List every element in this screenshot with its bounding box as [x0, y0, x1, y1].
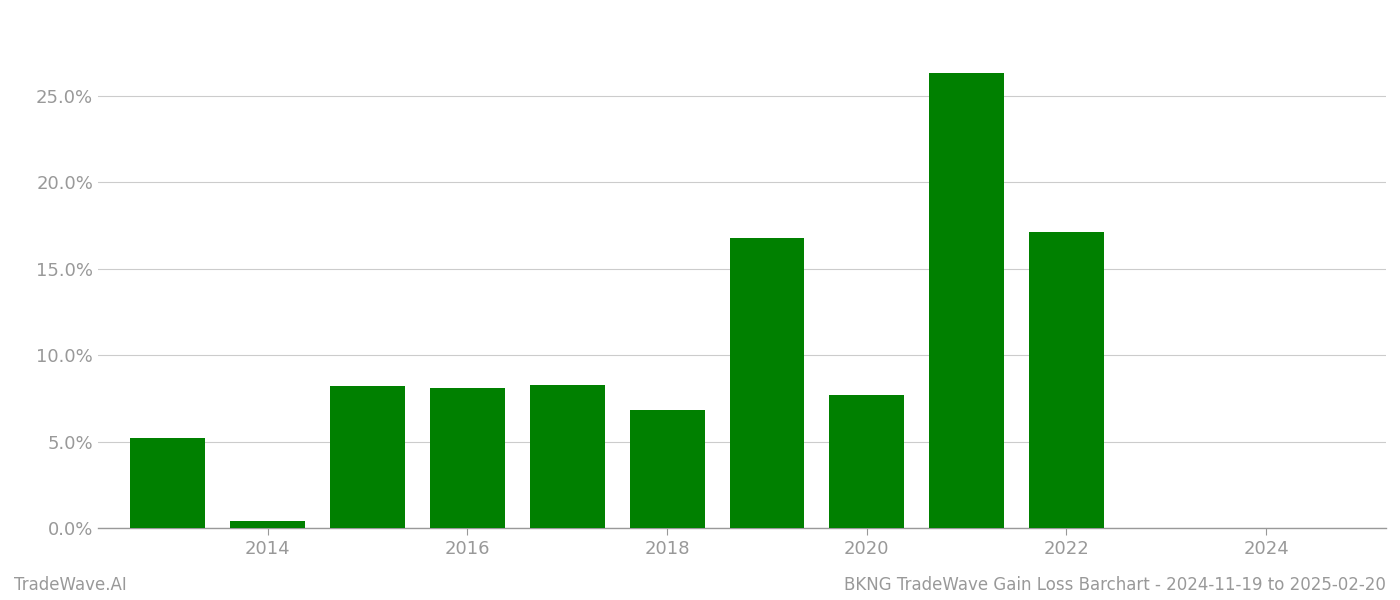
Bar: [930, 73, 1004, 528]
Bar: [630, 410, 704, 528]
Bar: [230, 521, 305, 528]
Bar: [1029, 232, 1105, 528]
Bar: [529, 385, 605, 528]
Bar: [130, 438, 206, 528]
Bar: [729, 238, 805, 528]
Text: TradeWave.AI: TradeWave.AI: [14, 576, 127, 594]
Bar: [829, 395, 904, 528]
Bar: [330, 386, 405, 528]
Bar: [430, 388, 505, 528]
Text: BKNG TradeWave Gain Loss Barchart - 2024-11-19 to 2025-02-20: BKNG TradeWave Gain Loss Barchart - 2024…: [844, 576, 1386, 594]
